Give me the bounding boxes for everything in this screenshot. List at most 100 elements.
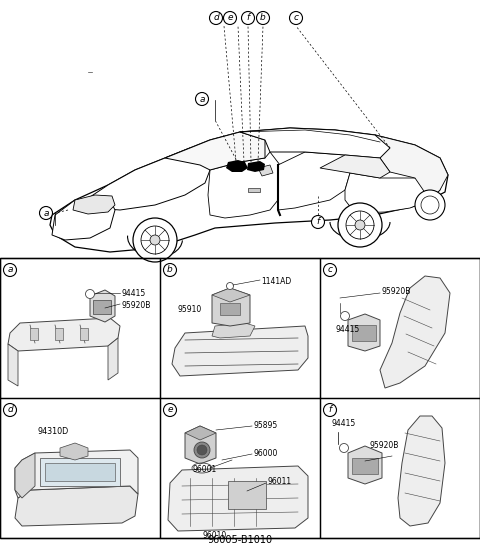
Circle shape (85, 289, 95, 299)
Bar (352, 325, 376, 341)
Bar (80, 328, 88, 340)
Polygon shape (240, 128, 390, 158)
Circle shape (227, 282, 233, 289)
Bar (30, 328, 38, 340)
Text: e: e (167, 405, 173, 415)
Polygon shape (348, 446, 382, 484)
Polygon shape (172, 326, 308, 376)
Bar (160, 258, 320, 398)
Circle shape (224, 11, 237, 25)
Circle shape (256, 11, 269, 25)
Text: e: e (227, 14, 233, 22)
Bar (352, 458, 378, 474)
Polygon shape (258, 165, 273, 176)
Text: 1141AD: 1141AD (261, 276, 291, 286)
Bar (220, 303, 240, 315)
Text: f: f (316, 217, 320, 227)
Polygon shape (8, 318, 120, 351)
Polygon shape (90, 290, 115, 322)
Text: 96010: 96010 (203, 531, 227, 541)
Circle shape (415, 190, 445, 220)
Polygon shape (78, 148, 210, 210)
Polygon shape (50, 128, 448, 252)
Text: 94415: 94415 (121, 289, 145, 299)
Text: a: a (199, 94, 205, 104)
Text: b: b (167, 265, 173, 275)
Circle shape (3, 403, 16, 416)
Polygon shape (108, 338, 118, 380)
Text: a: a (43, 209, 49, 217)
Circle shape (209, 11, 223, 25)
Bar (248, 188, 260, 192)
Text: 96000: 96000 (253, 449, 277, 457)
Text: a: a (7, 265, 13, 275)
Polygon shape (73, 195, 115, 214)
Polygon shape (15, 453, 35, 498)
Bar (0, 398, 160, 538)
Circle shape (133, 218, 177, 262)
Polygon shape (212, 288, 250, 326)
Text: 96001: 96001 (193, 465, 217, 475)
Text: c: c (327, 265, 333, 275)
Polygon shape (165, 132, 265, 170)
Bar (40, 458, 120, 486)
Text: f: f (246, 14, 250, 22)
Polygon shape (226, 160, 248, 172)
Polygon shape (8, 344, 18, 386)
Circle shape (241, 11, 254, 25)
Text: 95895: 95895 (253, 421, 277, 429)
Circle shape (39, 207, 52, 220)
Text: d: d (7, 405, 13, 415)
Polygon shape (185, 426, 216, 440)
Text: 95920B: 95920B (121, 300, 150, 310)
Text: 96005-B1010: 96005-B1010 (207, 535, 273, 545)
Text: c: c (293, 14, 299, 22)
Polygon shape (320, 155, 390, 178)
Polygon shape (185, 426, 216, 464)
Polygon shape (60, 443, 88, 460)
Circle shape (289, 11, 302, 25)
Polygon shape (168, 466, 308, 531)
Polygon shape (348, 314, 380, 351)
Bar (93, 300, 111, 314)
Circle shape (324, 263, 336, 276)
Circle shape (150, 235, 160, 245)
Circle shape (164, 263, 177, 276)
Polygon shape (398, 416, 445, 526)
Circle shape (312, 215, 324, 228)
Text: d: d (213, 14, 219, 22)
Circle shape (338, 203, 382, 247)
Text: 95910: 95910 (178, 306, 202, 314)
Text: b: b (260, 14, 266, 22)
Circle shape (164, 403, 177, 416)
Text: 95920B: 95920B (381, 287, 410, 295)
Bar (228, 481, 266, 509)
Text: 94310D: 94310D (38, 427, 69, 435)
Circle shape (324, 403, 336, 416)
Text: 94415: 94415 (335, 325, 359, 335)
Polygon shape (208, 152, 280, 218)
Bar (55, 328, 63, 340)
Polygon shape (345, 173, 440, 213)
Polygon shape (247, 161, 265, 172)
Circle shape (3, 263, 16, 276)
Bar (0, 258, 160, 398)
Polygon shape (15, 486, 138, 526)
Polygon shape (278, 152, 350, 210)
Circle shape (195, 93, 208, 106)
Polygon shape (212, 323, 255, 338)
Polygon shape (212, 288, 250, 302)
Circle shape (194, 442, 210, 458)
Text: 96011: 96011 (267, 477, 291, 487)
Circle shape (197, 445, 207, 455)
Bar (320, 258, 480, 398)
Text: 95920B: 95920B (370, 441, 399, 451)
Bar (45, 463, 115, 481)
Text: f: f (328, 405, 332, 415)
Bar (160, 398, 320, 538)
Bar (320, 398, 480, 538)
Polygon shape (15, 450, 138, 498)
Text: 94415: 94415 (332, 420, 356, 428)
Polygon shape (375, 135, 448, 200)
Bar (0, 258, 480, 538)
